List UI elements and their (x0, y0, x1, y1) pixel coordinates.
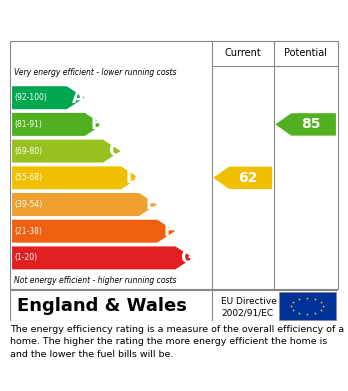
Polygon shape (275, 113, 336, 136)
Text: 62: 62 (238, 171, 257, 185)
Text: F: F (163, 222, 175, 240)
Text: Very energy efficient - lower running costs: Very energy efficient - lower running co… (14, 68, 176, 77)
Polygon shape (12, 86, 85, 109)
Polygon shape (12, 113, 103, 136)
Text: (92-100): (92-100) (15, 93, 48, 102)
Text: (1-20): (1-20) (15, 253, 38, 262)
Text: B: B (90, 115, 103, 133)
Text: Potential: Potential (284, 48, 327, 58)
Text: 2002/91/EC: 2002/91/EC (221, 308, 274, 317)
Text: A: A (72, 89, 85, 107)
Text: 85: 85 (301, 117, 320, 131)
Text: C: C (109, 142, 121, 160)
Text: (21-38): (21-38) (15, 227, 42, 236)
Polygon shape (12, 193, 157, 216)
Polygon shape (12, 166, 139, 189)
Text: E: E (145, 196, 157, 213)
Text: (69-80): (69-80) (15, 147, 43, 156)
Text: (55-68): (55-68) (15, 173, 43, 182)
Polygon shape (12, 140, 121, 163)
Polygon shape (213, 167, 272, 189)
Text: Current: Current (224, 48, 261, 58)
Text: G: G (180, 249, 194, 267)
Text: (81-91): (81-91) (15, 120, 42, 129)
Text: (39-54): (39-54) (15, 200, 43, 209)
Polygon shape (12, 220, 175, 243)
Text: England & Wales: England & Wales (17, 297, 187, 315)
Text: EU Directive: EU Directive (221, 296, 277, 306)
Text: Not energy efficient - higher running costs: Not energy efficient - higher running co… (14, 276, 176, 285)
Text: The energy efficiency rating is a measure of the overall efficiency of a home. T: The energy efficiency rating is a measur… (10, 325, 345, 359)
Bar (279, 292, 336, 320)
Text: D: D (126, 169, 140, 187)
Text: Energy Efficiency Rating: Energy Efficiency Rating (20, 13, 230, 27)
Polygon shape (12, 246, 193, 269)
